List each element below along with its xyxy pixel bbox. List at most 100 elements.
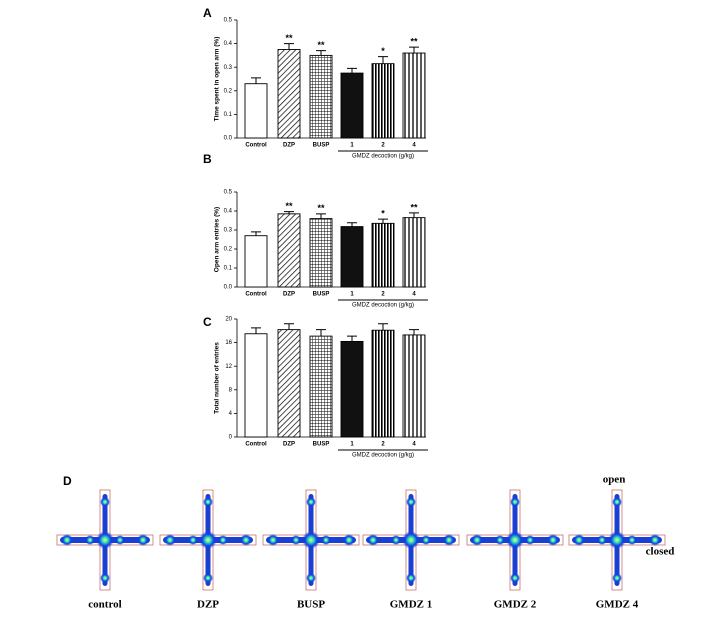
y-tick-label: 0.1: [224, 112, 233, 118]
error-bar: [378, 56, 388, 64]
heat-spot: [627, 535, 637, 545]
y-tick-label: 20: [225, 317, 232, 323]
x-tick-label: 2: [381, 442, 385, 448]
heat-spot: [188, 535, 198, 545]
bar: [371, 222, 395, 288]
error-bar: [409, 46, 419, 54]
x-tick-label: Control: [245, 292, 267, 298]
y-axis-label: Total number of entries: [214, 342, 221, 414]
condition-label: DZP: [197, 599, 219, 611]
error-bar: [251, 327, 261, 334]
x-tick-label: BUSP: [313, 442, 330, 448]
maze-heatmap: [159, 489, 257, 591]
bar: [277, 329, 301, 438]
heat-spot: [137, 534, 149, 546]
x-tick-label: DZP: [283, 442, 295, 448]
heat-spot: [510, 573, 520, 583]
heat-spot: [608, 531, 626, 549]
y-tick-label: 0.1: [224, 266, 233, 272]
heat-spot: [96, 531, 114, 549]
condition-label: control: [88, 599, 121, 611]
significance: *: [381, 209, 385, 219]
heat-spot: [115, 535, 125, 545]
bar: [402, 334, 426, 438]
condition-label: BUSP: [297, 599, 325, 611]
closed-label: closed: [646, 546, 675, 558]
x-tick-label: 4: [412, 292, 416, 298]
bar: [244, 83, 268, 139]
x-tick-label: BUSP: [313, 292, 330, 298]
error-bar: [409, 329, 419, 335]
panel-letter: A: [203, 6, 212, 20]
heat-spot: [218, 535, 228, 545]
heat-spot: [573, 534, 585, 546]
x-tick-label: BUSP: [313, 143, 330, 149]
group-label: GMDZ decoction (g/kg): [352, 154, 414, 160]
heat-spot: [402, 531, 420, 549]
x-tick-label: 1: [350, 442, 354, 448]
error-bar: [316, 213, 326, 219]
maze-heatmap: [466, 489, 564, 591]
significance: *: [381, 46, 385, 56]
x-tick-label: Control: [245, 442, 267, 448]
open-label: open: [603, 474, 626, 486]
heat-spot: [302, 531, 320, 549]
heat-spot: [367, 534, 379, 546]
error-bar: [251, 77, 261, 84]
maze-heatmap: [262, 489, 360, 591]
y-tick-label: 0.2: [224, 88, 233, 94]
x-tick-label: 1: [350, 143, 354, 149]
y-tick-label: 0: [229, 435, 233, 441]
y-tick-label: 8: [229, 387, 233, 393]
condition-label: GMDZ 1: [390, 599, 432, 611]
y-axis-label: Time spent in open arm (%): [214, 37, 221, 122]
heat-spot: [85, 535, 95, 545]
heat-spot: [306, 497, 316, 507]
heat-spot: [506, 531, 524, 549]
y-tick-label: 0.0: [224, 285, 233, 291]
maze-heatmap: [56, 489, 154, 591]
heat-spot: [306, 573, 316, 583]
condition-label: GMDZ 2: [494, 599, 537, 611]
y-tick-label: 4: [229, 411, 233, 417]
x-tick-label: DZP: [283, 292, 295, 298]
bar: [402, 217, 426, 288]
bar: [277, 213, 301, 288]
significance: **: [317, 40, 325, 50]
error-bar: [347, 335, 357, 342]
heat-spot: [495, 535, 505, 545]
heat-spot: [267, 534, 279, 546]
bar: [244, 235, 268, 288]
group-label: GMDZ decoction (g/kg): [352, 453, 414, 459]
bar: [340, 72, 364, 139]
x-tick-label: 4: [412, 143, 416, 149]
heat-spot: [443, 534, 455, 546]
heat-spot: [61, 534, 73, 546]
heat-spot: [100, 573, 110, 583]
heat-spot: [597, 535, 607, 545]
heat-spot: [649, 534, 661, 546]
y-tick-label: 0.3: [224, 65, 233, 71]
maze-heatmap: [362, 489, 460, 591]
heat-spot: [321, 535, 331, 545]
error-bar: [316, 329, 326, 337]
bar: [309, 54, 333, 139]
significance: **: [410, 202, 418, 212]
error-bar: [378, 323, 388, 331]
error-bar: [284, 43, 294, 50]
error-bar: [347, 222, 357, 227]
error-bar: [409, 212, 419, 218]
x-tick-label: 4: [412, 442, 416, 448]
heat-spot: [510, 497, 520, 507]
y-tick-label: 0.3: [224, 228, 233, 234]
x-tick-label: 2: [381, 292, 385, 298]
x-tick-label: 2: [381, 143, 385, 149]
heat-spot: [203, 573, 213, 583]
panel-letter: C: [203, 315, 212, 329]
y-tick-label: 0.4: [224, 41, 233, 47]
condition-label: GMDZ 4: [596, 599, 639, 611]
heat-spot: [406, 573, 416, 583]
error-bar: [347, 67, 357, 74]
error-bar: [316, 50, 326, 56]
heat-spot: [203, 497, 213, 507]
